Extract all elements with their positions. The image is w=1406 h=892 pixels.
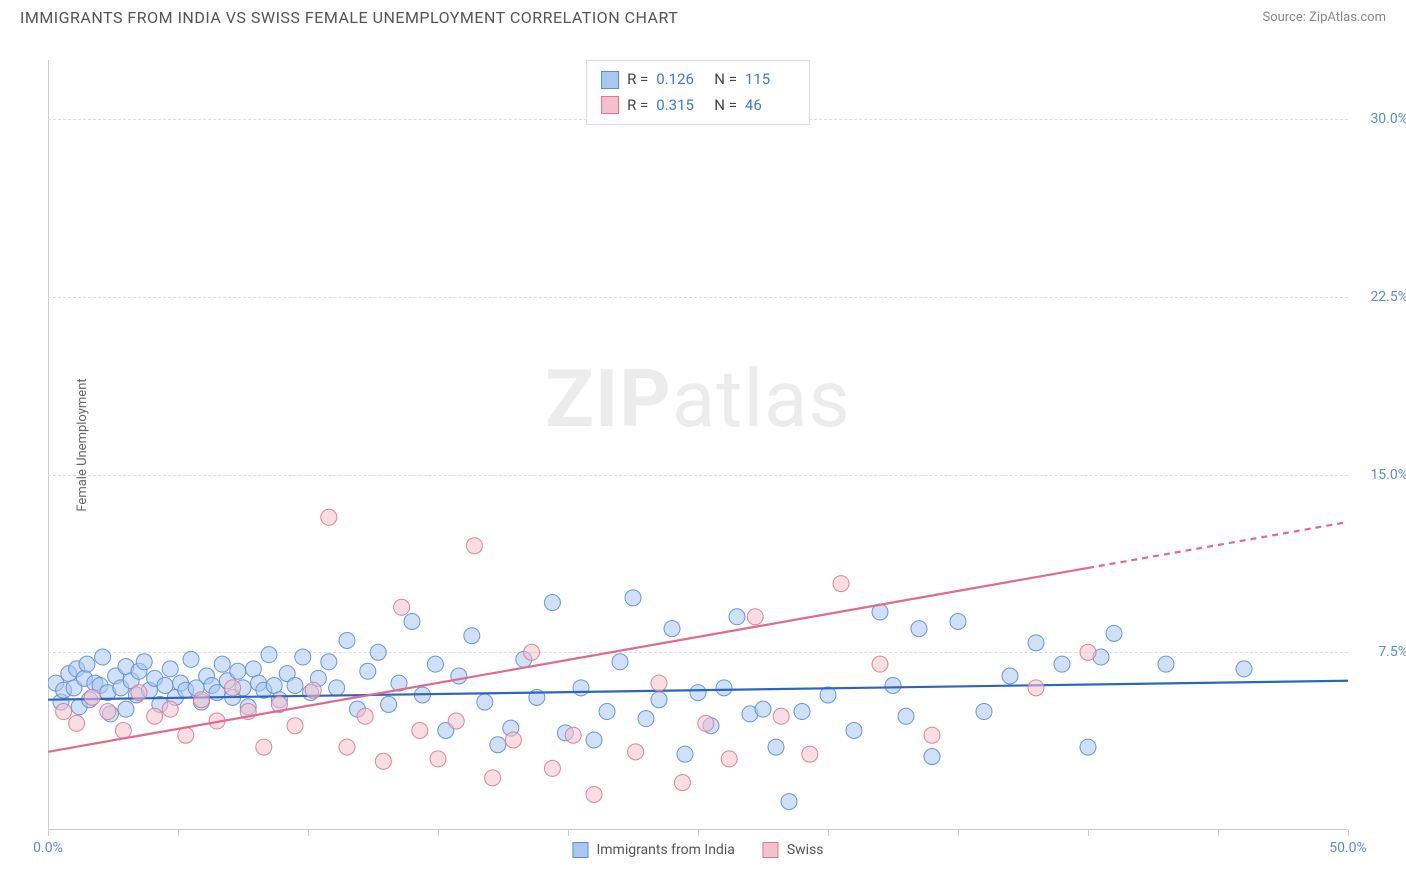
legend-swatch-india [601,71,619,89]
y-tick-label: 22.5% [1370,289,1406,305]
stat-legend: R = 0.126 N = 115 R = 0.315 N = 46 [586,60,810,125]
legend-item-swiss: Swiss [763,842,824,858]
stat-legend-row-swiss: R = 0.315 N = 46 [601,93,795,119]
stat-r-value: 0.315 [656,93,706,119]
legend-item-india: Immigrants from India [572,842,734,858]
stat-n-value: 115 [745,67,795,93]
x-tick [48,830,49,836]
legend-label: Swiss [787,842,824,858]
source-attribution: Source: ZipAtlas.com [1262,10,1386,25]
x-tick [568,830,569,836]
stat-n-label: N = [714,93,737,119]
x-tick [178,830,179,836]
legend-swatch-swiss [763,842,779,858]
x-tick [1348,830,1349,836]
stat-r-label: R = [627,93,648,119]
x-tick [958,830,959,836]
y-tick-label: 30.0% [1370,111,1406,127]
legend-swatch-india [572,842,588,858]
y-tick-label: 15.0% [1370,467,1406,483]
legend-label: Immigrants from India [596,842,734,858]
x-tick [438,830,439,836]
x-tick [308,830,309,836]
stat-r-value: 0.126 [656,67,706,93]
bottom-legend: Immigrants from India Swiss [572,842,823,858]
x-tick [828,830,829,836]
chart-title: IMMIGRANTS FROM INDIA VS SWISS FEMALE UN… [20,8,678,27]
stat-n-label: N = [714,67,737,93]
stat-n-value: 46 [745,93,795,119]
x-tick [1088,830,1089,836]
legend-swatch-swiss [601,96,619,114]
x-tick [698,830,699,836]
chart-area: Female Unemployment ZIPatlas R = 0.126 N… [48,60,1348,830]
chart-header: IMMIGRANTS FROM INDIA VS SWISS FEMALE UN… [0,0,1406,31]
stat-r-label: R = [627,67,648,93]
y-tick-label: 7.5% [1378,644,1406,660]
x-tick-label: 0.0% [33,840,63,856]
x-tick-label: 50.0% [1329,840,1367,856]
stat-legend-row-india: R = 0.126 N = 115 [601,67,795,93]
x-tick [1218,830,1219,836]
chart-svg [48,60,1348,830]
